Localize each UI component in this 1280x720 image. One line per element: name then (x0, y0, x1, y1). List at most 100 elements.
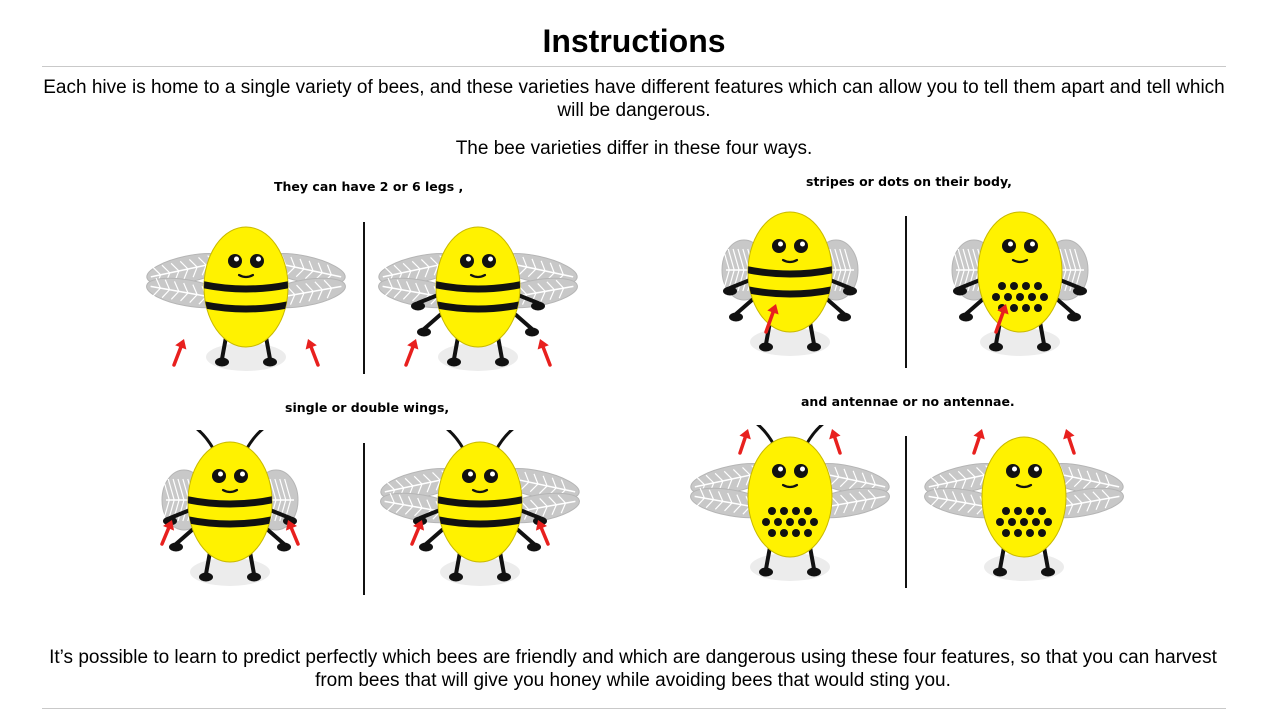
pointer-arrow-icon (410, 520, 425, 546)
bee-face (212, 469, 248, 494)
leg (1058, 278, 1082, 290)
pointer-arrow-icon (160, 520, 175, 546)
antenna-icon (196, 430, 216, 451)
leg (424, 528, 444, 546)
leg (422, 313, 442, 331)
pointer-arrow-icon (535, 520, 550, 546)
leg (964, 298, 984, 316)
leg (416, 293, 440, 305)
leg (1038, 320, 1046, 346)
leg (958, 278, 982, 290)
bee-face (772, 464, 808, 489)
foot (989, 342, 1003, 352)
leg (828, 278, 852, 290)
foot (953, 286, 967, 296)
subintro-text: The bee varieties differ in these four w… (455, 138, 813, 159)
foot (807, 567, 821, 577)
antenna-icon (804, 425, 824, 446)
pointer-arrow-icon (305, 339, 320, 367)
foot (843, 286, 857, 296)
foot (277, 542, 291, 552)
page-title: Instructions (542, 23, 726, 59)
divider-wings (363, 443, 365, 595)
leg (496, 335, 504, 361)
footer-divider (42, 708, 1226, 709)
bee-face (772, 239, 808, 264)
body-stripes (748, 264, 832, 298)
foot (533, 516, 547, 526)
foot (1041, 567, 1055, 577)
leg (734, 298, 754, 316)
foot (1067, 312, 1081, 322)
pointer-arrow-icon (1063, 429, 1076, 455)
outro-text: It’s possible to learn to predict perfec… (49, 647, 1217, 691)
foot (413, 516, 427, 526)
title-divider (42, 66, 1226, 67)
leg (826, 298, 846, 316)
body-dots (762, 507, 818, 537)
pointer-arrow-icon (829, 429, 842, 455)
foot (495, 357, 509, 367)
pointer-arrow-icon (404, 339, 419, 367)
leg (514, 313, 534, 331)
foot (531, 301, 545, 311)
leg (516, 293, 540, 305)
foot (263, 357, 277, 367)
caption-body: stripes or dots on their body, (806, 174, 1012, 189)
bee-face (1002, 239, 1038, 264)
leg (204, 550, 212, 576)
foot (1073, 286, 1087, 296)
foot (993, 567, 1007, 577)
leg (728, 278, 752, 290)
leg (268, 508, 292, 520)
divider-body (905, 216, 907, 368)
pointer-arrow-icon (172, 339, 187, 367)
foot (215, 357, 229, 367)
bee-illustration-single-wings (160, 430, 300, 586)
leg (498, 550, 506, 576)
bee-face (462, 469, 498, 494)
bee-illustration-dots (951, 211, 1089, 356)
bee-illustration-no-antennae (924, 429, 1124, 581)
foot (759, 342, 773, 352)
leg (518, 508, 542, 520)
leg (248, 550, 256, 576)
foot (729, 312, 743, 322)
body-dots (996, 507, 1052, 537)
foot (759, 567, 773, 577)
leg (454, 550, 462, 576)
body-stripes (438, 494, 522, 528)
leg (516, 528, 536, 546)
foot (169, 542, 183, 552)
leg (220, 335, 228, 361)
bee-illustration-legs-6 (378, 226, 578, 371)
bee-face (460, 254, 496, 279)
pointer-arrow-icon (994, 304, 1009, 334)
leg (1056, 298, 1076, 316)
leg (808, 320, 816, 346)
bee-illustration-legs-2 (146, 226, 346, 371)
foot (419, 542, 433, 552)
foot (723, 286, 737, 296)
caption-antennae: and antennae or no antennae. (801, 394, 1015, 409)
antenna-icon (494, 430, 514, 451)
pointer-arrow-icon (738, 429, 751, 455)
body-stripes (204, 279, 288, 313)
bee-face (1006, 464, 1042, 489)
foot (525, 327, 539, 337)
leg (1042, 545, 1050, 571)
foot (497, 572, 511, 582)
leg (264, 335, 272, 361)
caption-legs: They can have 2 or 6 legs , (274, 179, 464, 194)
foot (199, 572, 213, 582)
foot (447, 357, 461, 367)
foot (163, 516, 177, 526)
foot (411, 301, 425, 311)
divider-antennae (905, 436, 907, 588)
body-stripes (188, 494, 272, 528)
foot (807, 342, 821, 352)
leg (168, 508, 192, 520)
leg (174, 528, 194, 546)
bee-illustration-double-wings (380, 430, 580, 586)
intro-text: Each hive is home to a single variety of… (43, 77, 1225, 121)
